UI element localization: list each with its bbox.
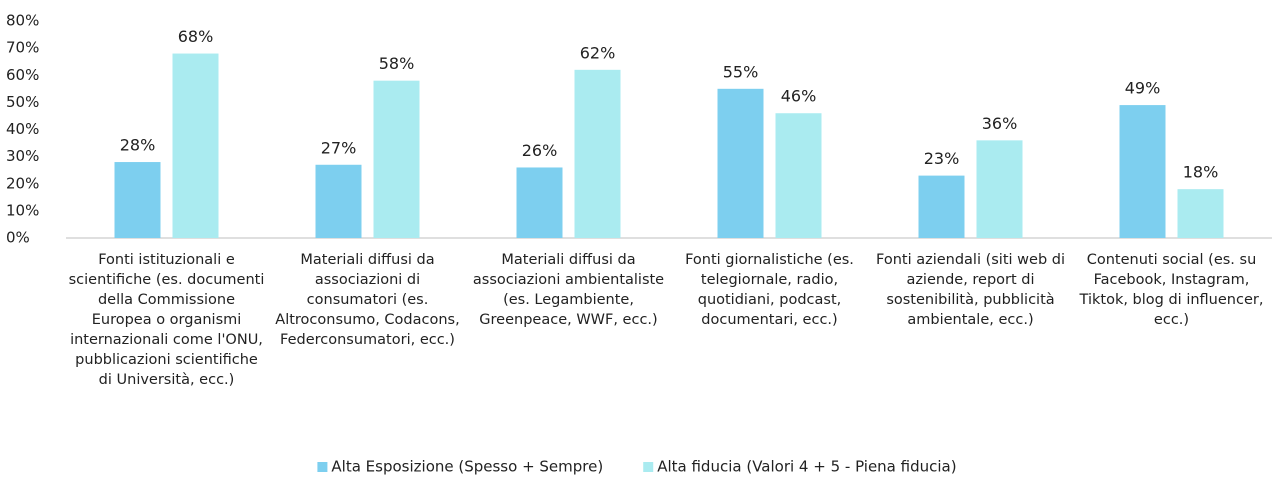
y-tick-label: 0%: [6, 229, 30, 247]
bar: [172, 53, 219, 238]
value-label: 18%: [1183, 163, 1219, 182]
bar: [574, 69, 621, 238]
value-label: 58%: [379, 54, 415, 73]
legend-swatch: [317, 462, 328, 472]
legend-label: Alta Esposizione (Spesso + Sempre): [331, 458, 603, 476]
value-label: 55%: [723, 62, 759, 81]
bar: [918, 175, 965, 238]
value-label: 36%: [982, 114, 1018, 133]
bar: [1177, 189, 1224, 238]
bar: [114, 162, 161, 238]
bar: [373, 80, 420, 238]
y-tick-label: 60%: [6, 66, 39, 84]
legend-swatch: [643, 462, 654, 472]
bar: [1119, 105, 1166, 239]
value-label: 26%: [522, 141, 558, 160]
y-tick-label: 50%: [6, 93, 39, 111]
bar: [717, 88, 764, 238]
value-label: 49%: [1125, 79, 1161, 98]
bar: [775, 113, 822, 238]
legend-label: Alta fiducia (Valori 4 + 5 - Piena fiduc…: [657, 458, 956, 476]
y-tick-label: 80%: [6, 12, 39, 30]
y-tick-label: 40%: [6, 120, 39, 138]
x-tick-label: Materiali diffusi da associazioni ambien…: [472, 252, 665, 328]
bar: [976, 140, 1023, 238]
x-tick-label: Fonti istituzionali e scientifiche (es. …: [68, 252, 265, 388]
value-label: 23%: [924, 149, 960, 168]
x-tick-label: Materiali diffusi da associazioni di con…: [275, 252, 460, 348]
value-label: 62%: [580, 43, 616, 62]
y-tick-label: 30%: [6, 147, 39, 165]
value-label: 68%: [178, 27, 214, 46]
y-tick-label: 70%: [6, 39, 39, 57]
value-label: 46%: [781, 87, 817, 106]
value-label: 28%: [120, 136, 156, 155]
bar: [516, 167, 563, 238]
value-label: 27%: [321, 138, 357, 157]
y-tick-label: 20%: [6, 174, 39, 192]
x-tick-label: Fonti aziendali (siti web di aziende, re…: [876, 252, 1065, 328]
bar: [315, 164, 362, 238]
x-tick-label: Contenuti social (es. su Facebook, Insta…: [1079, 252, 1264, 328]
x-tick-label: Fonti giornalistiche (es. telegiornale, …: [685, 252, 854, 328]
y-tick-label: 10%: [6, 201, 39, 219]
